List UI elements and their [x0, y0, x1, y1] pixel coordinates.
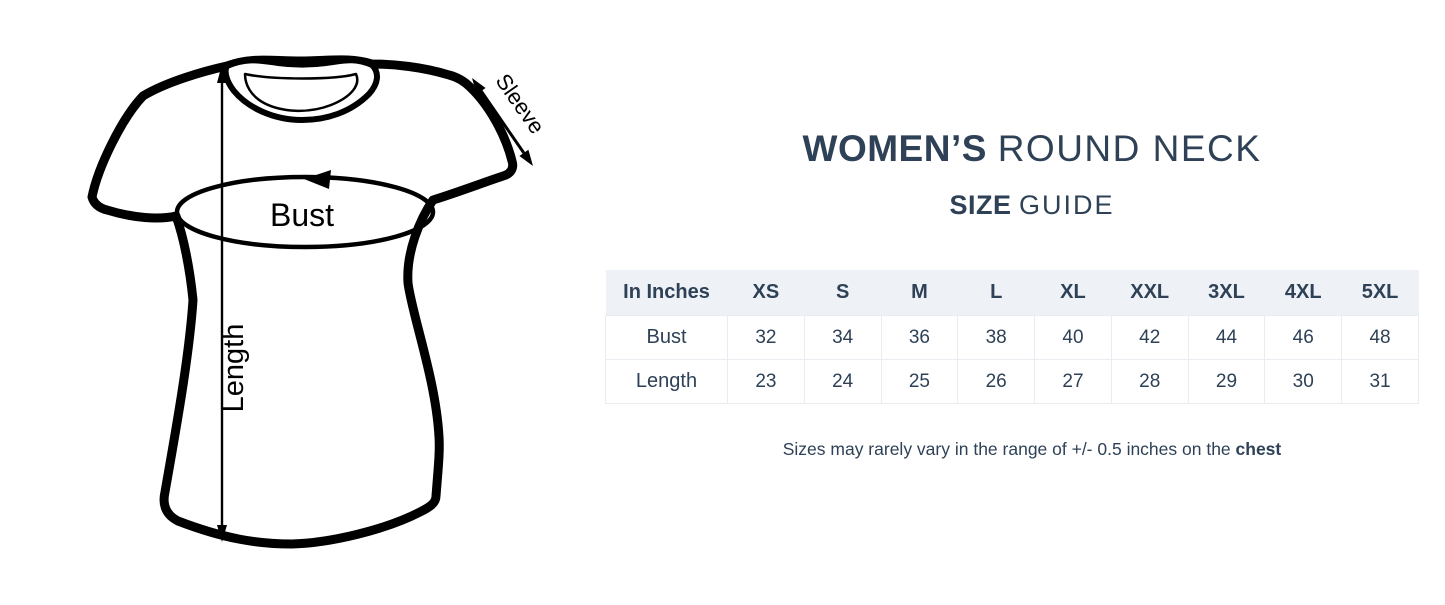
size-value: 28	[1110, 359, 1189, 404]
row-label: Bust	[605, 315, 728, 360]
size-value: 29	[1187, 359, 1266, 404]
row-label: Length	[605, 359, 728, 404]
page-title-bold: WOMEN’S	[802, 128, 987, 169]
size-value: 23	[727, 359, 805, 404]
size-note-bold-word: chest	[1235, 438, 1282, 459]
size-value: 44	[1187, 315, 1266, 360]
size-value: 30	[1264, 359, 1343, 404]
column-header-xl: XL	[1034, 270, 1112, 316]
tshirt-outline	[87, 55, 518, 549]
tshirt-measurement-diagram: Bust Length Sleeve	[87, 55, 550, 549]
page-subtitle: SIZE GUIDE	[620, 190, 1444, 220]
size-table-body: Bust 32 34 36 38 40 42 44 46 48 Length 23 24 25 26 27 28…	[605, 315, 1419, 404]
size-value: 26	[957, 359, 1036, 404]
size-value: 24	[803, 359, 882, 404]
size-value: 27	[1034, 359, 1112, 404]
size-value: 25	[880, 359, 959, 404]
size-value: 36	[880, 315, 959, 360]
size-value: 34	[803, 315, 882, 360]
column-header-in-inches: In Inches	[605, 270, 728, 316]
bust-label: Bust	[270, 197, 334, 233]
bust-ellipse	[174, 170, 436, 250]
size-value: 38	[957, 315, 1036, 360]
sleeve-arrow	[472, 78, 533, 166]
page-title-light: ROUND NECK	[997, 128, 1262, 169]
collar-inner-line	[243, 72, 359, 113]
size-table: In Inches XS S M L XL XXL 3XL 4XL 5XL Bust 32 34 36 3…	[605, 270, 1419, 404]
column-header-3xl: 3XL	[1188, 270, 1265, 316]
column-header-xs: XS	[727, 270, 805, 316]
page-title: WOMEN’S ROUND NECK	[620, 128, 1444, 170]
size-value: 32	[727, 315, 805, 360]
table-row-length: Length 23 24 25 26 27 28 29 30 31	[605, 359, 1419, 404]
column-header-5xl: 5XL	[1341, 270, 1419, 316]
column-header-4xl: 4XL	[1264, 270, 1342, 316]
page-subtitle-bold: SIZE	[949, 190, 1012, 220]
title-block: WOMEN’S ROUND NECK SIZE GUIDE	[620, 128, 1444, 220]
column-header-xxl: XXL	[1111, 270, 1189, 316]
bust-arrowhead	[304, 170, 331, 189]
table-row-bust: Bust 32 34 36 38 40 42 44 46 48	[605, 315, 1419, 360]
column-header-l: L	[957, 270, 1035, 316]
size-value: 40	[1034, 315, 1112, 360]
column-header-m: M	[881, 270, 958, 316]
page-subtitle-light: GUIDE	[1019, 190, 1115, 220]
length-arrow	[217, 64, 227, 542]
size-value: 42	[1110, 315, 1189, 360]
size-value: 48	[1341, 315, 1419, 360]
size-note-text: Sizes may rarely vary in the range of +/…	[782, 438, 1236, 459]
size-value: 31	[1341, 359, 1419, 404]
size-table-header: In Inches XS S M L XL XXL 3XL 4XL 5XL	[605, 270, 1419, 316]
size-value: 46	[1264, 315, 1343, 360]
length-label: Length	[218, 324, 250, 413]
size-note: Sizes may rarely vary in the range of +/…	[620, 439, 1444, 460]
column-header-s: S	[804, 270, 882, 316]
